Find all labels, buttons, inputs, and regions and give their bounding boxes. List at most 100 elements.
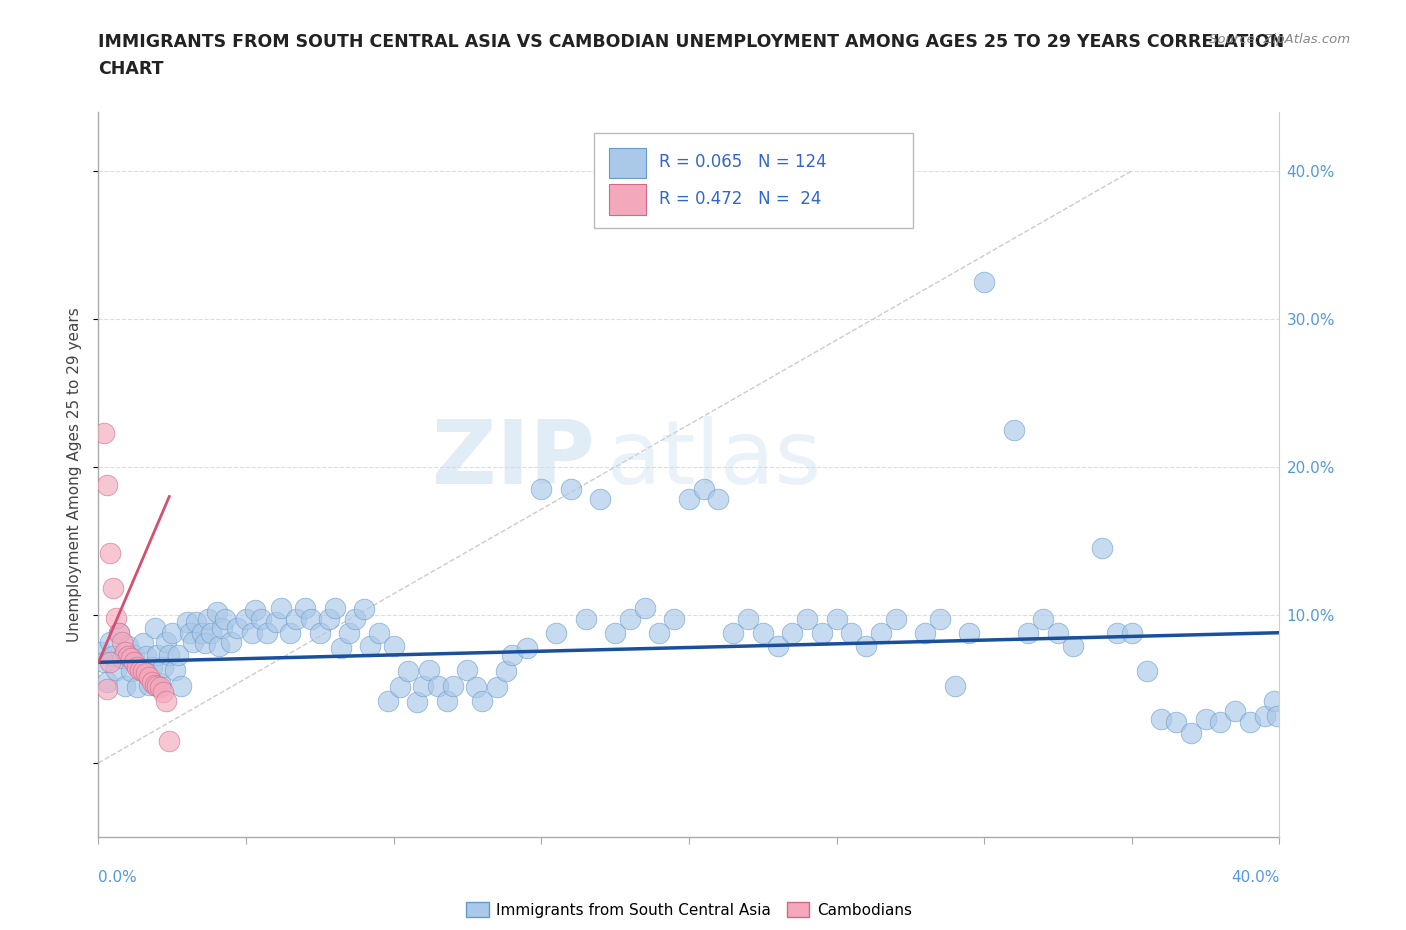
Text: R = 0.065   N = 124: R = 0.065 N = 124 <box>659 153 827 171</box>
Point <box>633 600 655 615</box>
Point <box>141 659 163 674</box>
Point <box>208 639 231 654</box>
Point <box>299 612 322 627</box>
Point <box>678 492 700 507</box>
Point <box>329 640 352 655</box>
Point <box>973 274 995 289</box>
Point <box>146 679 169 694</box>
Point <box>441 679 464 694</box>
Point <box>1017 625 1039 640</box>
Point <box>427 679 450 694</box>
Point <box>418 662 440 677</box>
Point <box>90 644 112 659</box>
Point <box>1265 708 1288 723</box>
Point <box>117 649 139 664</box>
Point <box>98 634 121 649</box>
Point <box>270 600 292 615</box>
Point <box>132 635 155 650</box>
Point <box>1164 714 1187 729</box>
Point <box>456 662 478 677</box>
Point <box>141 674 163 689</box>
Text: IMMIGRANTS FROM SOUTH CENTRAL ASIA VS CAMBODIAN UNEMPLOYMENT AMONG AGES 25 TO 29: IMMIGRANTS FROM SOUTH CENTRAL ASIA VS CA… <box>98 33 1285 50</box>
Point <box>664 612 686 627</box>
Point <box>574 612 596 627</box>
Point <box>914 625 936 640</box>
Point <box>1002 422 1025 437</box>
Point <box>884 612 907 627</box>
Point <box>165 662 187 677</box>
Y-axis label: Unemployment Among Ages 25 to 29 years: Unemployment Among Ages 25 to 29 years <box>67 307 83 642</box>
Point <box>810 625 832 640</box>
Point <box>179 625 201 640</box>
Point <box>723 625 745 640</box>
Point <box>143 677 166 692</box>
Point <box>495 664 517 679</box>
Point <box>737 612 759 627</box>
Point <box>219 634 242 649</box>
Point <box>693 482 716 497</box>
Point <box>96 674 118 689</box>
Point <box>250 612 273 627</box>
Point <box>396 664 419 679</box>
Point <box>359 639 381 654</box>
Point <box>465 680 488 695</box>
Point <box>530 482 553 497</box>
Point <box>959 625 981 640</box>
Point <box>1209 714 1232 729</box>
Point <box>132 664 155 679</box>
Point <box>191 625 214 640</box>
Point <box>155 694 177 709</box>
Point <box>103 581 125 596</box>
Point <box>943 679 966 694</box>
Point <box>143 621 166 636</box>
Point <box>515 640 537 655</box>
Point <box>138 670 160 684</box>
Point <box>170 679 193 694</box>
Point <box>125 659 148 674</box>
Point <box>176 615 198 630</box>
Point <box>1062 639 1084 654</box>
Point <box>1046 625 1069 640</box>
Point <box>344 612 367 627</box>
Point <box>1239 714 1261 729</box>
Point <box>184 615 207 630</box>
Point <box>605 625 627 640</box>
Point <box>181 634 204 649</box>
Point <box>98 545 121 560</box>
Point <box>120 664 142 679</box>
Point <box>122 655 145 670</box>
Point <box>122 647 145 662</box>
Point <box>197 612 219 627</box>
Point <box>93 425 115 440</box>
Text: 40.0%: 40.0% <box>1232 870 1279 884</box>
Point <box>146 647 169 662</box>
Point <box>128 661 150 676</box>
Point <box>825 612 848 627</box>
Text: R = 0.472   N =  24: R = 0.472 N = 24 <box>659 190 821 207</box>
Point <box>149 675 172 690</box>
Point <box>412 679 434 694</box>
Point <box>1254 708 1277 723</box>
Point <box>377 694 399 709</box>
Point <box>152 659 174 674</box>
Point <box>436 694 458 709</box>
Point <box>560 482 582 497</box>
Point <box>135 649 157 664</box>
Point <box>1135 664 1157 679</box>
Point <box>108 625 131 640</box>
Point <box>155 634 177 649</box>
Point <box>111 634 134 649</box>
Point <box>211 621 233 636</box>
Point <box>388 680 411 695</box>
Point <box>318 612 340 627</box>
Point <box>766 639 789 654</box>
Point <box>96 682 118 697</box>
Point <box>167 647 190 662</box>
Point <box>353 602 375 617</box>
Point <box>869 625 891 640</box>
Point <box>98 655 121 670</box>
Point <box>1121 625 1143 640</box>
Point <box>240 625 263 640</box>
Point <box>285 612 308 627</box>
Point <box>501 647 523 662</box>
